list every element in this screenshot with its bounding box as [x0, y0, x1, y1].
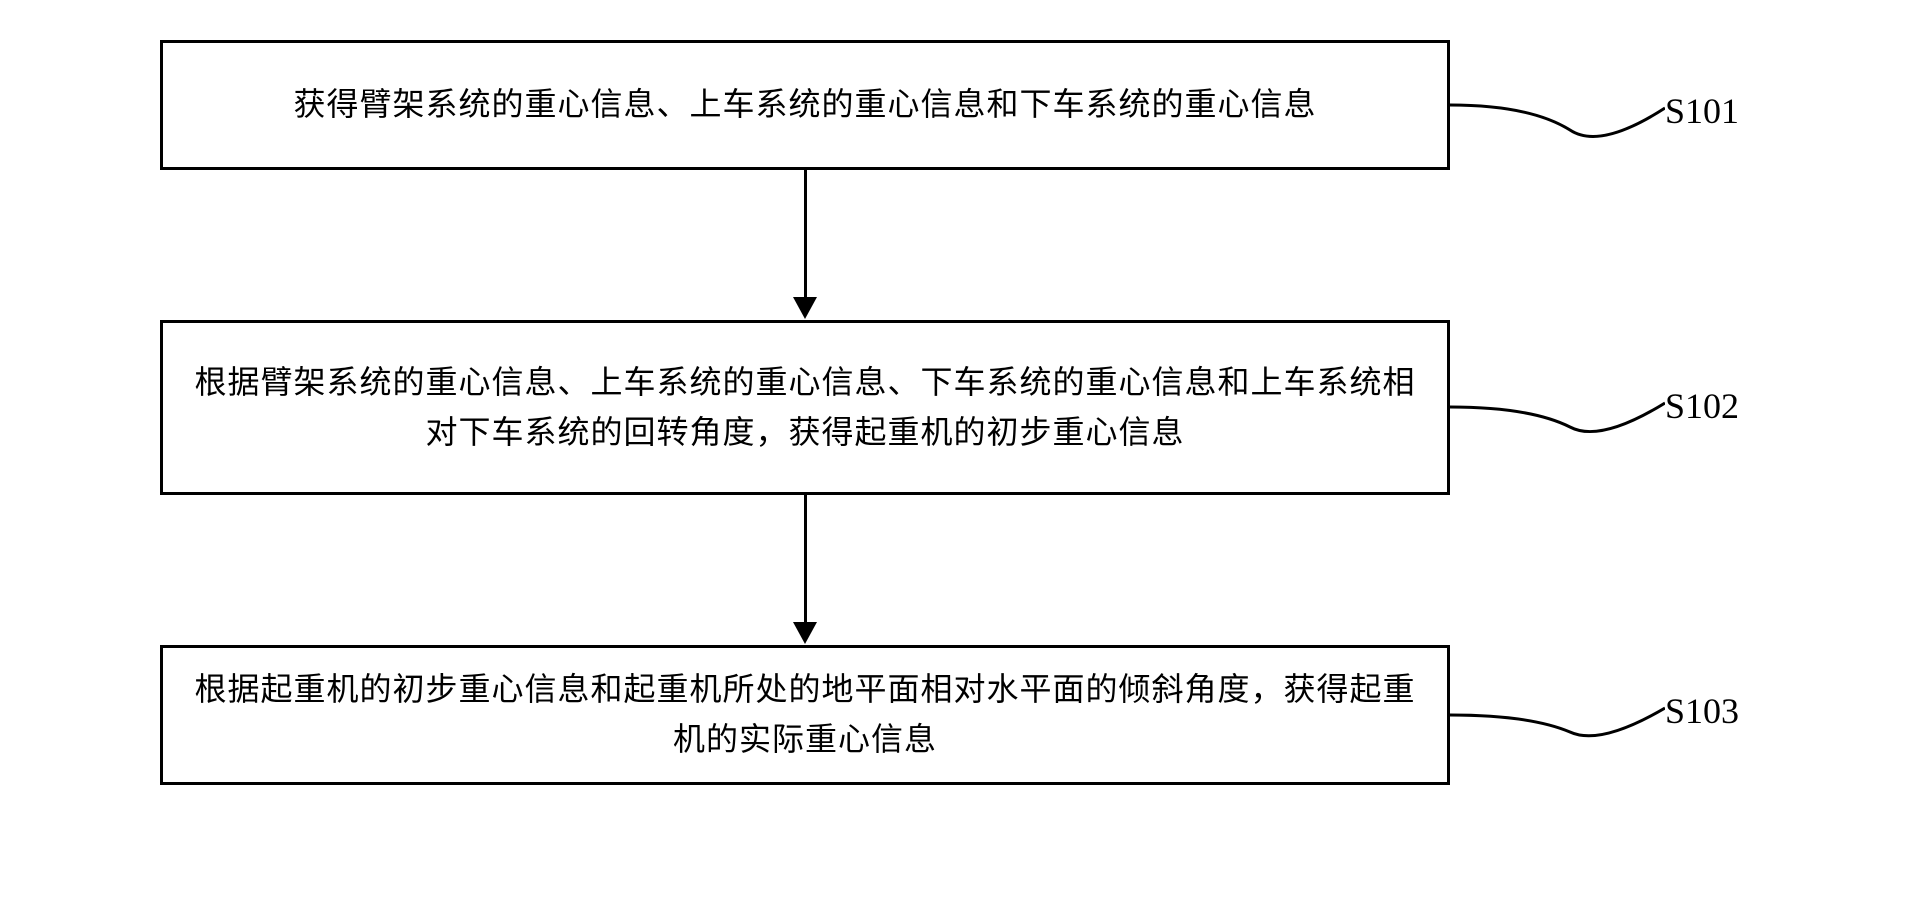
step-text-s103: 根据起重机的初步重心信息和起重机所处的地平面相对水平面的倾斜角度，获得起重机的实…: [188, 665, 1422, 764]
step-box-s101: 获得臂架系统的重心信息、上车系统的重心信息和下车系统的重心信息: [160, 40, 1450, 170]
arrow-2: [793, 495, 817, 644]
arrow-head-2: [793, 622, 817, 644]
step-label-s103: S103: [1665, 690, 1739, 732]
connector-s103: [1450, 680, 1665, 740]
arrow-head-1: [793, 297, 817, 319]
step-text-s101: 获得臂架系统的重心信息、上车系统的重心信息和下车系统的重心信息: [293, 80, 1316, 130]
connector-s101: [1450, 80, 1665, 140]
connector-s102: [1450, 375, 1665, 435]
step-box-s102: 根据臂架系统的重心信息、上车系统的重心信息、下车系统的重心信息和上车系统相对下车…: [160, 320, 1450, 495]
arrow-line-2: [804, 495, 807, 623]
step-label-s102: S102: [1665, 385, 1739, 427]
arrow-1: [793, 170, 817, 319]
step-label-s101: S101: [1665, 90, 1739, 132]
step-box-s103: 根据起重机的初步重心信息和起重机所处的地平面相对水平面的倾斜角度，获得起重机的实…: [160, 645, 1450, 785]
arrow-line-1: [804, 170, 807, 298]
step-text-s102: 根据臂架系统的重心信息、上车系统的重心信息、下车系统的重心信息和上车系统相对下车…: [188, 358, 1422, 457]
